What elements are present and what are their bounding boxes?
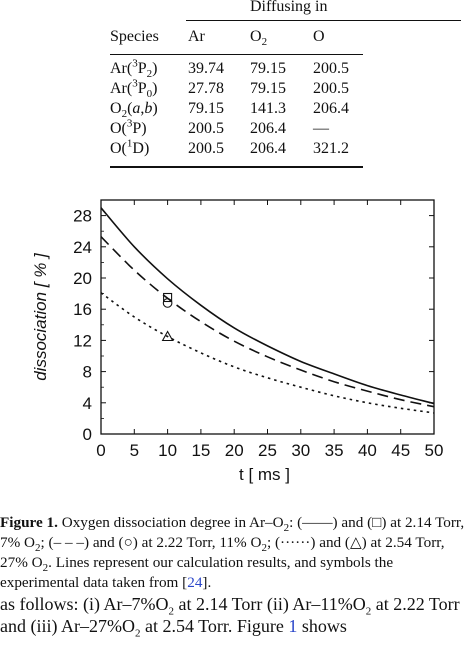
cell-species: O(3P) <box>110 117 147 137</box>
y-tick-label: 0 <box>83 425 92 444</box>
cell-o2: 206.4 <box>250 120 286 137</box>
figure-ref-link[interactable]: 1 <box>288 616 298 636</box>
x-axis-label: t [ ms ] <box>239 465 290 484</box>
y-tick-label: 20 <box>73 269 92 288</box>
cell-ar: 27.78 <box>188 80 224 97</box>
x-tick-label: 45 <box>391 441 410 460</box>
y-axis-label: dissociation [ % ] <box>31 252 50 381</box>
table-span-rule <box>186 20 461 21</box>
marker-triangle <box>161 330 174 342</box>
x-tick-label: 0 <box>96 441 105 460</box>
x-tick-label: 5 <box>130 441 139 460</box>
series-line-dotted <box>100 292 435 414</box>
cell-o2: 79.15 <box>250 60 286 77</box>
x-tick-label: 25 <box>258 441 277 460</box>
cell-o: 200.5 <box>313 80 349 97</box>
y-tick-label: 4 <box>83 394 92 413</box>
cell-ar: 200.5 <box>188 120 224 137</box>
table-bottom-rule <box>110 166 363 168</box>
table-header-rule <box>110 54 363 55</box>
y-tick-label: 24 <box>73 238 92 257</box>
caption-text: Oxygen dissociation degree in Ar–O2: (——… <box>0 514 465 591</box>
col-header-ar: Ar <box>188 28 205 45</box>
cell-o2: 79.15 <box>250 80 286 97</box>
series-line-solid <box>100 207 435 405</box>
series-lines <box>100 207 435 414</box>
cell-o: 206.4 <box>313 100 349 117</box>
x-tick-label: 30 <box>291 441 310 460</box>
caption-label: Figure 1. <box>0 514 58 531</box>
y-tick-label: 8 <box>83 363 92 382</box>
cell-o2: 206.4 <box>250 140 286 157</box>
cell-ar: 79.15 <box>188 100 224 117</box>
cell-o2: 141.3 <box>250 100 286 117</box>
chart-axes <box>100 199 435 435</box>
cell-species: Ar(3P2) <box>110 57 158 81</box>
citation-link[interactable]: 24 <box>187 574 203 591</box>
x-tick-label: 20 <box>225 441 244 460</box>
cell-o: — <box>313 120 329 137</box>
plot-frame <box>100 199 435 435</box>
table-span-header: Diffusing in <box>250 0 328 15</box>
dissociation-chart: 0 5 10 15 20 25 30 35 40 45 50 0 4 8 12 16 20 24 28 disso… <box>31 199 443 484</box>
data-markers <box>161 292 174 342</box>
y-tick-label: 16 <box>73 300 92 319</box>
x-tick-label: 15 <box>191 441 210 460</box>
cell-ar: 39.74 <box>188 60 224 77</box>
marker-circle <box>162 298 173 308</box>
marker-square <box>163 292 173 303</box>
y-ticks: 0 4 8 12 16 20 24 28 <box>73 207 434 444</box>
cell-o: 200.5 <box>313 60 349 77</box>
x-ticks: 0 5 10 15 20 25 30 35 40 45 50 <box>96 200 443 460</box>
col-header-o2: O2 <box>250 28 268 49</box>
x-tick-label: 35 <box>325 441 344 460</box>
cell-species: Ar(3P0) <box>110 77 158 101</box>
cell-species: O2(a,b) <box>110 100 158 121</box>
cell-o: 321.2 <box>313 140 349 157</box>
cell-species: O(1D) <box>110 137 150 157</box>
cell-ar: 200.5 <box>188 140 224 157</box>
y-tick-label: 12 <box>73 331 92 350</box>
col-header-o: O <box>313 28 325 45</box>
y-tick-label: 28 <box>73 207 92 226</box>
x-tick-label: 10 <box>158 441 177 460</box>
figure-caption: Figure 1. Oxygen dissociation degree in … <box>0 513 474 593</box>
col-header-species: Species <box>110 28 159 45</box>
x-tick-label: 50 <box>425 441 444 460</box>
x-tick-label: 40 <box>358 441 377 460</box>
series-line-dashed <box>100 236 435 408</box>
body-paragraph: as follows: (i) Ar–7%O2 at 2.14 Torr (ii… <box>0 594 460 640</box>
